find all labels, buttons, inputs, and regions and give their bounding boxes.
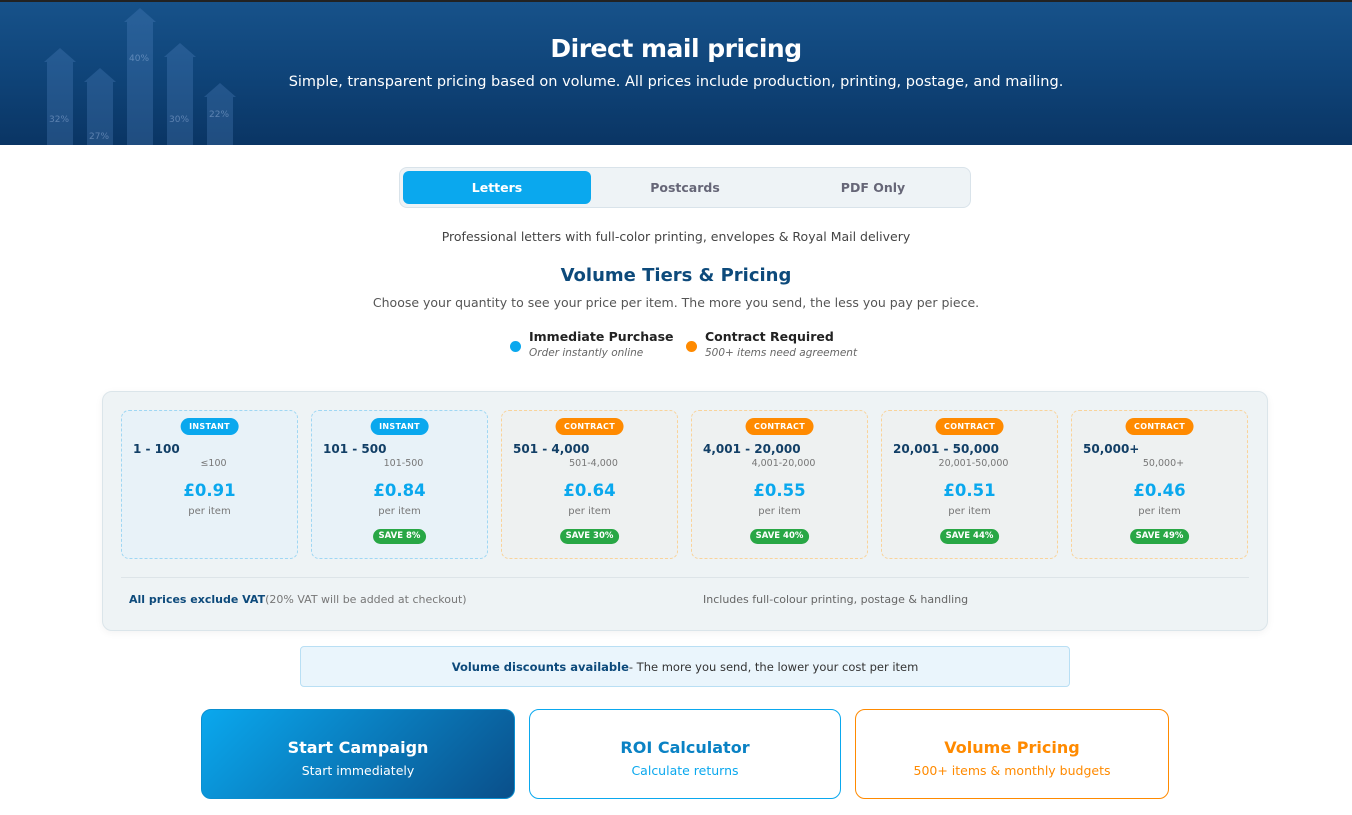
vat-note: All prices exclude VAT(20% VAT will be a… (129, 593, 467, 606)
tier-subrange: 20,001-50,000 (938, 458, 1009, 469)
button-sub: Start immediately (301, 763, 415, 778)
button-sub: 500+ items & monthly budgets (913, 763, 1111, 778)
button-title: Start Campaign (287, 738, 429, 757)
tier-range: 50,000+ (1083, 442, 1140, 456)
tier-subrange: 101-500 (383, 458, 424, 469)
decor-label: 40% (129, 54, 150, 64)
tier-price: £0.55 (753, 481, 806, 500)
legend-title: Contract Required (705, 329, 834, 344)
tier-card[interactable]: CONTRACT 20,001 - 50,000 20,001-50,000 £… (881, 410, 1058, 559)
legend-contract: Contract Required 500+ items need agreeme… (686, 329, 857, 359)
tier-price: £0.64 (563, 481, 616, 500)
tier-card[interactable]: INSTANT 1 - 100 ≤100 £0.91 per item (121, 410, 298, 559)
decor-arrow (164, 43, 196, 145)
button-title: ROI Calculator (620, 738, 750, 757)
tier-range: 4,001 - 20,000 (703, 442, 801, 456)
tier-per-item: per item (188, 506, 231, 517)
tier-badge: INSTANT (180, 418, 239, 435)
pricing-panel: INSTANT 1 - 100 ≤100 £0.91 per item INSTA… (102, 391, 1268, 631)
decor-label: 32% (49, 115, 70, 125)
tier-range: 501 - 4,000 (513, 442, 590, 456)
tier-range: 1 - 100 (133, 442, 180, 456)
save-badge: SAVE 30% (559, 529, 620, 544)
tier-badge: CONTRACT (1125, 418, 1194, 435)
tier-badge: CONTRACT (555, 418, 624, 435)
orange-dot-icon (686, 341, 697, 352)
save-badge: SAVE 49% (1129, 529, 1190, 544)
save-badge: SAVE 40% (749, 529, 810, 544)
banner-bold: Volume discounts available (451, 659, 629, 674)
save-badge: SAVE 8% (372, 529, 427, 544)
tier-card[interactable]: CONTRACT 501 - 4,000 501-4,000 £0.64 per… (501, 410, 678, 559)
tier-subrange: 501-4,000 (569, 458, 618, 469)
save-badge: SAVE 44% (939, 529, 1000, 544)
section-subtitle: Choose your quantity to see your price p… (372, 295, 980, 310)
volume-discount-banner: Volume discounts available - The more you… (300, 646, 1070, 687)
vat-bold: All prices exclude VAT (129, 593, 266, 606)
tier-badge: CONTRACT (745, 418, 814, 435)
tier-per-item: per item (378, 506, 421, 517)
tier-badge: INSTANT (370, 418, 429, 435)
decor-arrow (124, 8, 156, 145)
section-title: Volume Tiers & Pricing (560, 265, 792, 286)
tier-subrange: 4,001-20,000 (751, 458, 816, 469)
decor-label: 30% (169, 115, 190, 125)
tier-price: £0.51 (943, 481, 996, 500)
blue-dot-icon (510, 341, 521, 352)
tab-pdf-only[interactable]: PDF Only (840, 180, 906, 195)
divider (121, 577, 1249, 578)
tier-card[interactable]: INSTANT 101 - 500 101-500 £0.84 per item… (311, 410, 488, 559)
tier-range: 101 - 500 (323, 442, 387, 456)
page-subtitle: Simple, transparent pricing based on vol… (288, 74, 1064, 90)
tier-card[interactable]: CONTRACT 4,001 - 20,000 4,001-20,000 £0.… (691, 410, 868, 559)
tier-price: £0.84 (373, 481, 426, 500)
button-title: Volume Pricing (944, 738, 1080, 757)
decor-arrow (44, 48, 76, 145)
tier-subrange: 50,000+ (1142, 458, 1185, 469)
tier-range: 20,001 - 50,000 (893, 442, 999, 456)
legend-sub: Order instantly online (529, 347, 644, 359)
legend-title: Immediate Purchase (529, 329, 674, 344)
banner-text: - The more you send, the lower your cost… (628, 659, 919, 674)
tier-card[interactable]: CONTRACT 50,000+ 50,000+ £0.46 per item S… (1071, 410, 1248, 559)
tab-letters[interactable]: Letters (403, 171, 591, 204)
legend-sub: 500+ items need agreement (705, 347, 858, 359)
tier-subrange: ≤100 (200, 458, 227, 469)
hero-banner: 32% 27% 40% 30% 22% Direct mail pricing … (0, 2, 1352, 145)
includes-note: Includes full-colour printing, postage &… (703, 593, 969, 606)
tier-per-item: per item (1138, 506, 1181, 517)
product-description: Professional letters with full-color pri… (441, 229, 911, 244)
roi-calculator-button[interactable]: ROI Calculator Calculate returns (529, 709, 841, 799)
tier-badge: CONTRACT (935, 418, 1004, 435)
decor-label: 27% (89, 132, 110, 142)
tier-price: £0.91 (183, 481, 236, 500)
decor-label: 22% (209, 110, 230, 120)
tier-per-item: per item (758, 506, 801, 517)
tab-postcards[interactable]: Postcards (650, 180, 720, 195)
legend-immediate: Immediate Purchase Order instantly online (510, 329, 674, 359)
top-bar (0, 0, 1352, 2)
tier-per-item: per item (948, 506, 991, 517)
volume-pricing-button[interactable]: Volume Pricing 500+ items & monthly budg… (855, 709, 1169, 799)
product-tabs: Letters Postcards PDF Only (399, 167, 971, 208)
start-campaign-button[interactable]: Start Campaign Start immediately (201, 709, 515, 799)
page-title: Direct mail pricing (550, 34, 802, 63)
tier-per-item: per item (568, 506, 611, 517)
decor-arrow (204, 83, 236, 145)
tier-price: £0.46 (1133, 481, 1186, 500)
decor-arrow (84, 68, 116, 145)
vat-detail: (20% VAT will be added at checkout) (265, 593, 467, 606)
button-sub: Calculate returns (631, 763, 739, 778)
